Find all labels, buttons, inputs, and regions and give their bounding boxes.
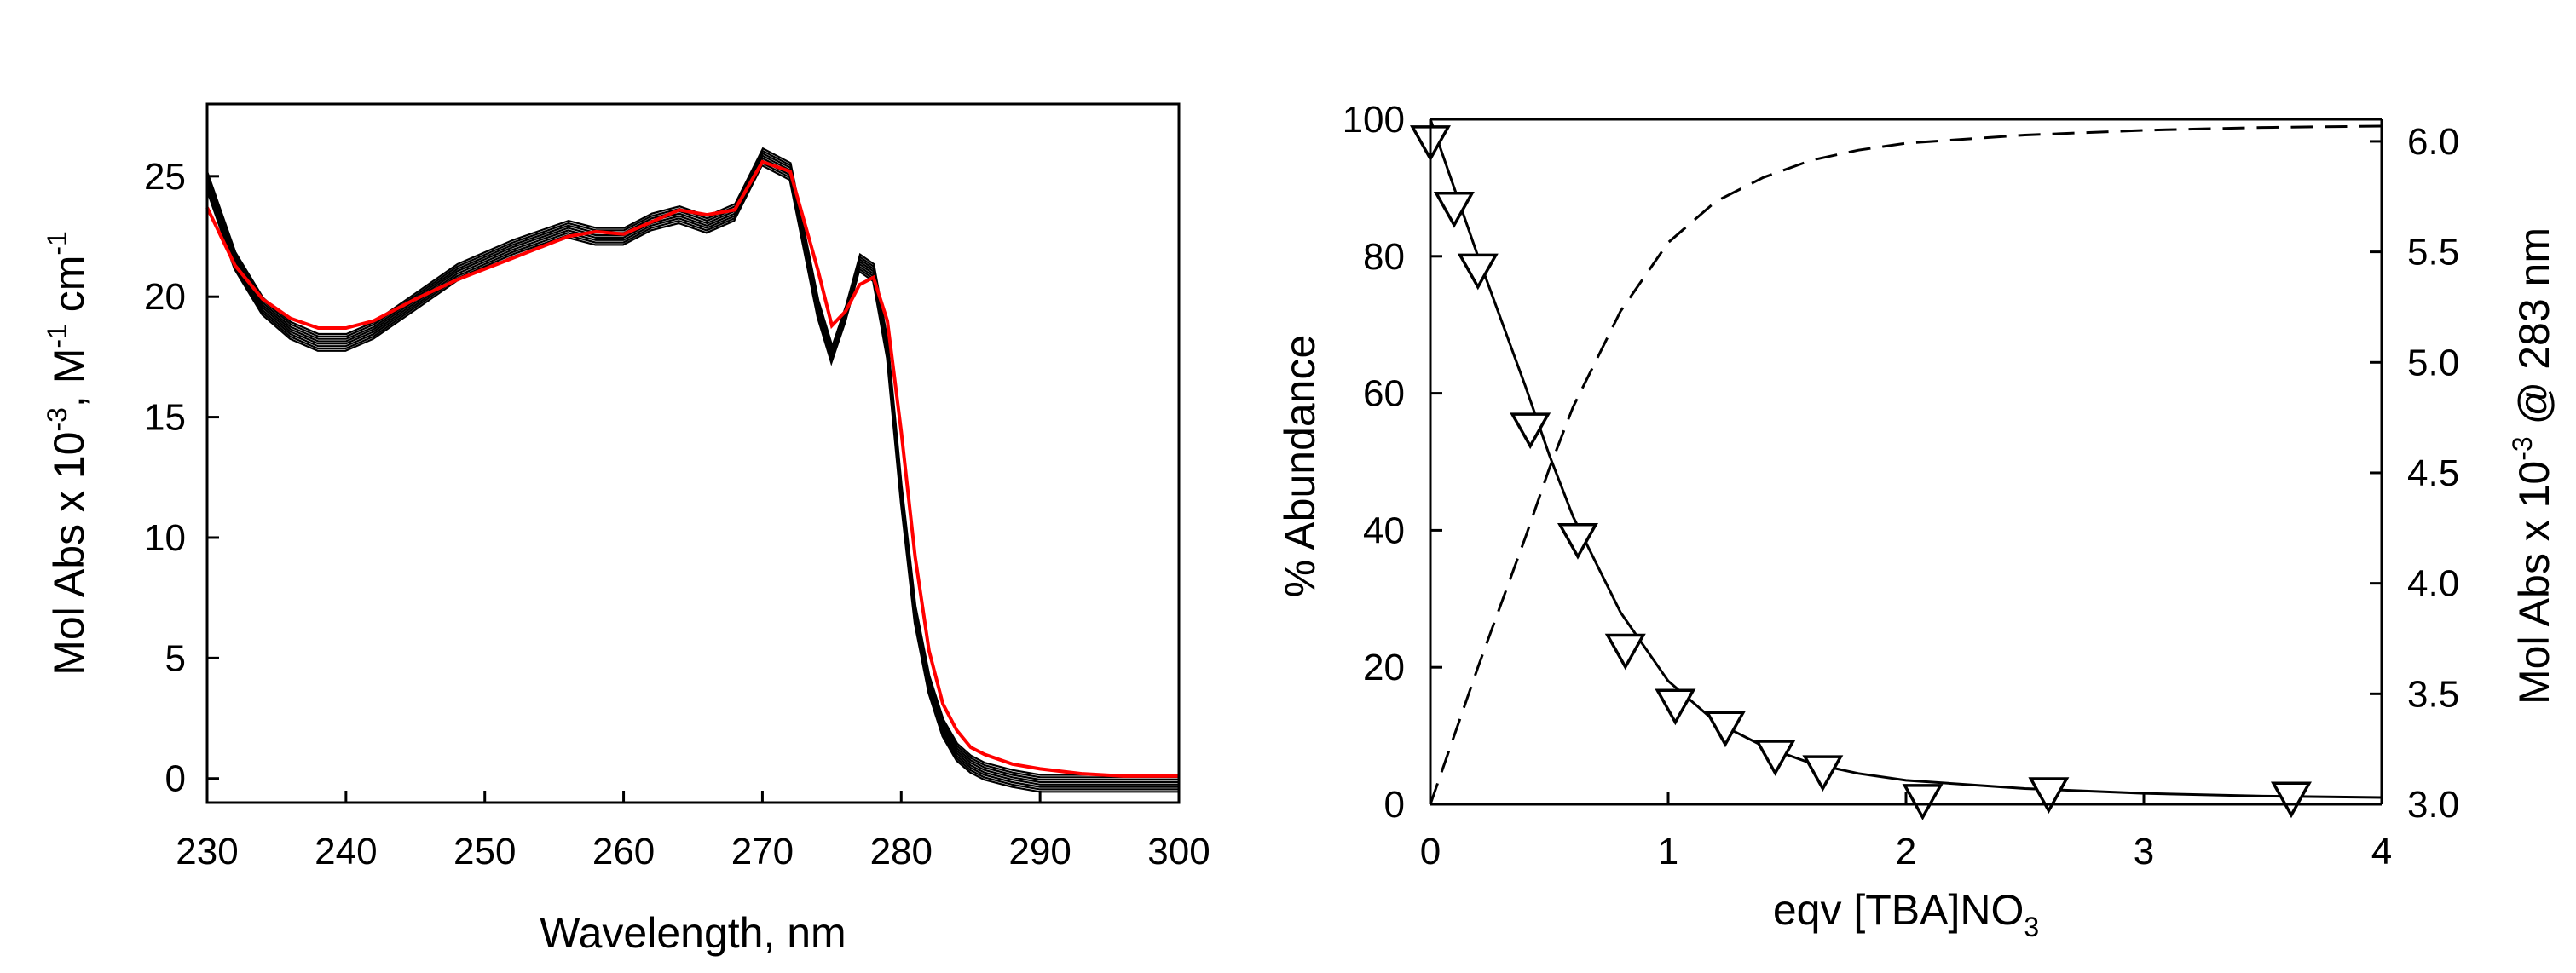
right-right-y-tick-label: 3.0 xyxy=(2407,784,2459,826)
left-y-tick-label: 15 xyxy=(144,397,186,439)
right-plot-series xyxy=(1410,118,2383,820)
right-left-y-ticks: 0 20 40 60 80 100 xyxy=(1343,99,1442,826)
triangle-data-point xyxy=(1557,523,1598,560)
left-x-tick-label: 260 xyxy=(592,831,655,872)
right-chart-panel: 0 1 2 3 4 0 20 40 60 80 100 3.0 3.5 4.0 4.5 5.0 5.5 6.0… xyxy=(1276,99,2558,942)
left-x-tick-label: 280 xyxy=(870,831,933,872)
right-right-y-tick-label: 3.5 xyxy=(2407,673,2459,715)
left-red-spectrum-line xyxy=(205,159,1179,778)
right-x-ticks: 0 1 2 3 4 xyxy=(1420,792,2392,872)
left-y-tick-label: 0 xyxy=(165,758,186,800)
triangle-data-point xyxy=(1902,784,1944,820)
left-x-tick-label: 270 xyxy=(731,831,794,872)
right-right-y-tick-label: 4.5 xyxy=(2407,452,2459,494)
right-y2-axis-title: Mol Abs x 10-3 @ 283 nm xyxy=(2507,227,2558,705)
right-x-tick-label: 4 xyxy=(2371,831,2392,872)
triangle-data-point xyxy=(2028,777,2070,815)
right-x-tick-label: 0 xyxy=(1420,831,1441,872)
left-plot-series xyxy=(205,147,1180,793)
triangle-data-point xyxy=(1604,633,1646,671)
right-left-y-tick-label: 0 xyxy=(1384,784,1405,826)
left-y-tick-label: 25 xyxy=(144,156,186,198)
triangle-data-point xyxy=(1433,191,1475,228)
right-left-y-tick-label: 80 xyxy=(1363,236,1405,278)
left-x-tick-label: 250 xyxy=(453,831,516,872)
right-right-y-ticks: 3.0 3.5 4.0 4.5 5.0 5.5 6.0 xyxy=(2370,121,2459,826)
left-x-ticks: 230 240 250 260 270 280 290 300 xyxy=(176,791,1210,872)
triangle-data-point xyxy=(2270,781,2312,819)
right-x-axis-title: eqv [TBA]NO3 xyxy=(1773,886,2039,942)
right-x-tick-label: 3 xyxy=(2134,831,2154,872)
left-y-tick-label: 20 xyxy=(144,276,186,318)
right-right-y-tick-label: 5.5 xyxy=(2407,232,2459,273)
dashed-abundance-curve xyxy=(1429,124,2383,805)
left-y-axis-title: Mol Abs x 10-3, M-1 cm-1 xyxy=(42,231,93,676)
left-plot-frame xyxy=(205,102,1181,804)
left-chart-panel: 230 240 250 260 270 280 290 300 0 5 10 15 20 25 Wave… xyxy=(42,102,1210,957)
triangle-data-point xyxy=(1754,740,1796,776)
left-y-ticks: 0 5 10 15 20 25 xyxy=(144,156,219,800)
right-x-tick-label: 1 xyxy=(1658,831,1678,872)
right-left-y-tick-label: 20 xyxy=(1363,647,1405,688)
triangle-data-point xyxy=(1704,711,1746,748)
right-left-y-tick-label: 40 xyxy=(1363,510,1405,551)
triangle-data-point xyxy=(1457,253,1499,291)
triangle-data-point xyxy=(1655,688,1696,726)
left-x-tick-label: 230 xyxy=(176,831,238,872)
right-right-y-tick-label: 4.0 xyxy=(2407,563,2459,605)
right-right-y-tick-label: 5.0 xyxy=(2407,342,2459,383)
triangle-data-point xyxy=(1802,755,1844,792)
right-x-tick-label: 2 xyxy=(1896,831,1916,872)
left-x-axis-title: Wavelength, nm xyxy=(540,909,846,957)
left-x-tick-label: 290 xyxy=(1008,831,1071,872)
left-y-tick-label: 10 xyxy=(144,517,186,559)
right-left-y-tick-label: 100 xyxy=(1343,99,1405,141)
left-x-tick-label: 300 xyxy=(1147,831,1210,872)
left-x-tick-label: 240 xyxy=(315,831,377,872)
triangle-data-point xyxy=(1510,412,1551,450)
right-left-y-tick-label: 60 xyxy=(1363,373,1405,415)
right-right-y-tick-label: 6.0 xyxy=(2407,121,2459,163)
right-y-axis-title: % Abundance xyxy=(1276,335,1324,598)
left-y-tick-label: 5 xyxy=(165,637,186,679)
